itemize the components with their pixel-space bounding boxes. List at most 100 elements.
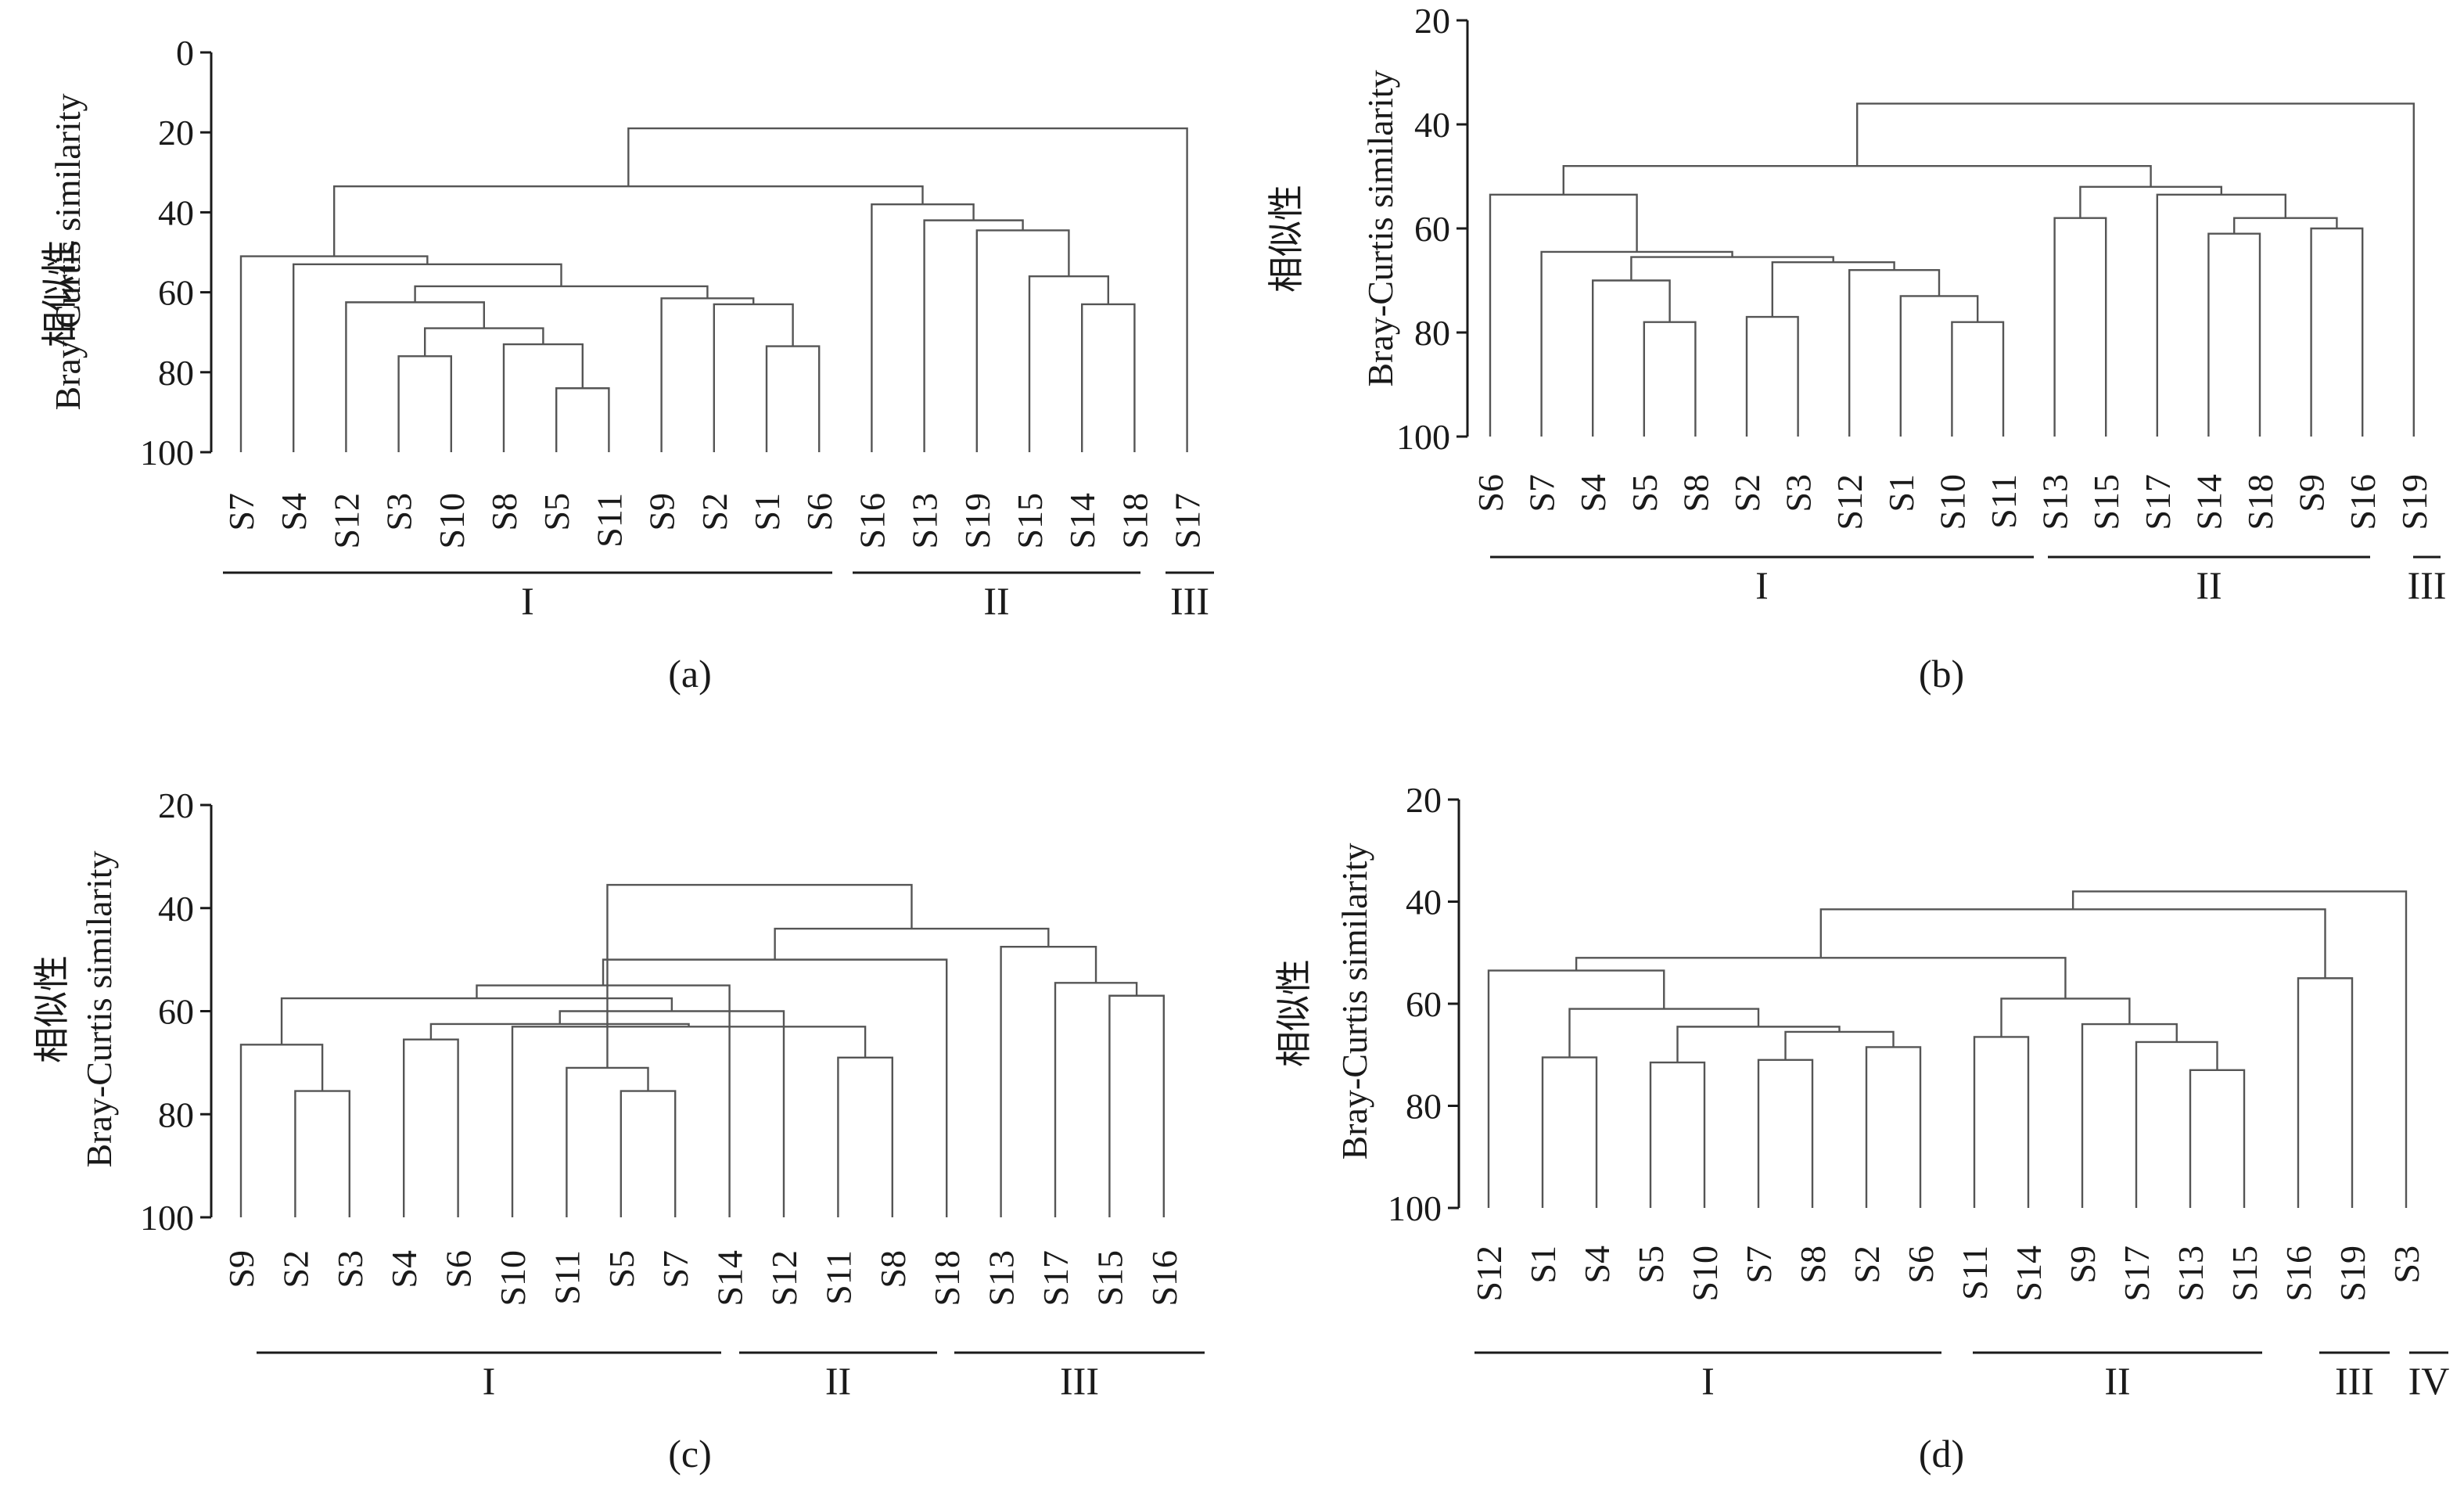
leaf-label: S9 [2292, 474, 2332, 512]
leaf-label: S3 [2387, 1245, 2426, 1284]
leaf-label: S17 [1168, 493, 1208, 549]
leaf-label: S13 [2035, 474, 2075, 530]
dendrogram-branch [620, 1090, 677, 1217]
y-axis-label: Bray-Curtis similarity [48, 93, 88, 410]
group-label: II [2104, 1359, 2130, 1403]
leaf-label: S7 [1522, 474, 1562, 512]
dendrogram-branch [1081, 303, 1136, 452]
group-label: I [1755, 563, 1769, 607]
leaf-label: S4 [1573, 474, 1613, 512]
dendrogram-branch [1000, 945, 1097, 1217]
y-axis-label-cn: 相似性 [1266, 185, 1306, 293]
dendrogram-branch [1865, 1046, 1922, 1208]
y-tick-label: 60 [1406, 984, 1442, 1024]
y-tick-label: 20 [158, 785, 194, 825]
leaf-label: S5 [602, 1250, 641, 1289]
dendrogram-branch [511, 1026, 867, 1217]
dendrogram-branch [1757, 1058, 1814, 1208]
y-tick-label: 100 [1388, 1188, 1442, 1228]
y-tick-label: 80 [1414, 313, 1450, 353]
leaf-label: S15 [2086, 474, 2126, 530]
dendrogram-branch [1973, 1036, 2030, 1208]
leaf-label: S9 [221, 1250, 261, 1289]
y-axis-label-cn: 相似性 [32, 955, 72, 1063]
leaf-label: S2 [695, 493, 735, 531]
leaf-label: S3 [330, 1250, 370, 1289]
dendrogram-branch [294, 1090, 350, 1217]
group-label: IV [2408, 1359, 2450, 1403]
leaf-label: S3 [379, 493, 419, 531]
panel-d: 20 40 60 80 100 Bray-Curtis similarity 相似性 S12 S… [1274, 780, 2449, 1475]
leaf-label: S19 [2333, 1245, 2372, 1302]
leaf-label: S17 [2138, 474, 2178, 530]
group-label: I [483, 1359, 496, 1403]
dendrogram-branch [1819, 908, 2326, 979]
leaf-label: S7 [1739, 1245, 1779, 1284]
dendrogram-branch [1649, 1061, 1706, 1208]
leaf-label: S15 [1010, 493, 1050, 549]
y-axis-label: Bray-Curtis similarity [1360, 70, 1400, 386]
dendrogram-branch [1630, 256, 1834, 281]
leaf-label: S13 [905, 493, 945, 549]
leaf-label: S10 [432, 493, 472, 549]
leaf-label: S14 [2189, 474, 2229, 530]
leaf-label: S17 [1036, 1250, 1076, 1306]
leaf-label: S16 [2343, 474, 2383, 530]
dendrogram-branch [1951, 321, 2005, 437]
dendrogram-branch [1848, 269, 1941, 437]
leaf-label: S15 [1090, 1250, 1130, 1306]
y-tick-label: 40 [1414, 105, 1450, 145]
leaf-label: S4 [1577, 1245, 1617, 1284]
y-tick-label: 100 [1396, 417, 1450, 457]
leaf-label: S13 [2171, 1245, 2211, 1302]
dendrogram-branch [2071, 890, 2408, 1208]
leaf-label: S14 [710, 1250, 750, 1306]
leaf-label: S12 [326, 493, 366, 549]
leaf-label: S1 [747, 493, 787, 531]
dendrogram-branch [403, 1038, 459, 1217]
dendrogram-branch [2135, 1041, 2218, 1208]
dendrogram-branch [345, 301, 485, 452]
dendrogram-branch [2156, 193, 2286, 437]
leaf-label: S14 [2009, 1245, 2049, 1302]
leaf-label: S13 [982, 1250, 1022, 1306]
leaf-label: S8 [1676, 474, 1715, 512]
leaf-label: S6 [439, 1250, 479, 1289]
leaf-label: S5 [1631, 1245, 1671, 1284]
dendrogram-branch [774, 927, 1050, 960]
dendrogram-branch [1784, 1030, 1895, 1060]
leaf-label: S16 [852, 493, 892, 549]
leaf-label: S6 [799, 493, 839, 531]
leaf-label: S12 [1830, 474, 1870, 530]
y-tick-label: 60 [158, 273, 194, 313]
leaf-label: S9 [2063, 1245, 2103, 1284]
group-label: III [1060, 1359, 1099, 1403]
y-tick-label: 20 [1414, 1, 1450, 41]
group-label: I [521, 579, 534, 623]
dendrogram-branch [1592, 279, 1671, 437]
leaf-label: S6 [1901, 1245, 1941, 1284]
leaf-label: S4 [274, 493, 314, 531]
dendrogram-branch [555, 387, 610, 452]
panel-b: 20 40 60 80 100 Bray-Curtis similarity 相似性 S6 S7… [1266, 1, 2446, 695]
leaf-label: S8 [873, 1250, 913, 1289]
dendrogram-branch [2310, 227, 2364, 437]
leaf-label: S2 [1727, 474, 1767, 512]
dendrogram-branch [765, 345, 821, 452]
dendrogram-branch [1643, 321, 1697, 437]
leaf-label: S10 [1685, 1245, 1725, 1302]
dendrogram-branch [871, 203, 975, 452]
y-tick-label: 40 [158, 192, 194, 232]
leaf-label: S11 [589, 493, 629, 548]
y-tick-label: 20 [1406, 780, 1442, 820]
leaf-label: S11 [1984, 474, 2024, 529]
dendrogram-branch [2207, 232, 2261, 437]
y-tick-label: 100 [140, 1198, 194, 1238]
y-tick-label: 80 [158, 1094, 194, 1134]
leaf-label: S2 [275, 1250, 315, 1289]
group-label: III [1170, 579, 1209, 623]
dendrogram-branch [1054, 982, 1138, 1217]
dendrogram-branch [1487, 969, 1665, 1208]
group-label: III [2335, 1359, 2374, 1403]
